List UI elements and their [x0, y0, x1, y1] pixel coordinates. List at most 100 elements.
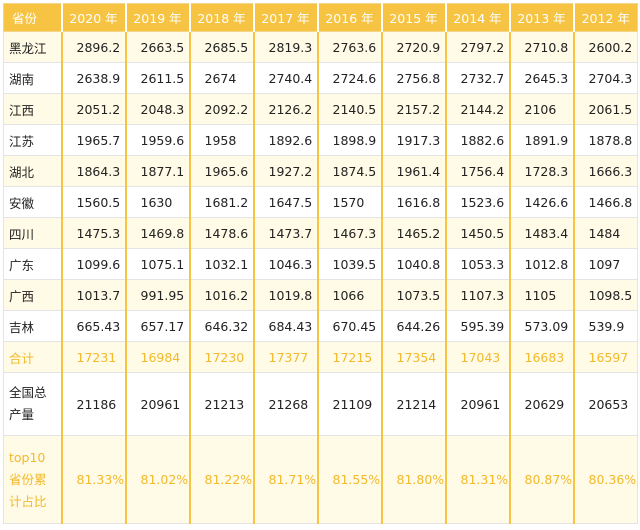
- value-cell: 595.39: [444, 310, 510, 342]
- value-cell: 1046.3: [252, 248, 318, 280]
- header-province: 省份: [3, 3, 62, 32]
- value-cell: 1965.7: [60, 124, 126, 156]
- province-cell: 广西: [3, 279, 62, 311]
- value-cell: 2061.5: [572, 93, 638, 125]
- value-cell: 2710.8: [508, 31, 574, 63]
- province-cell: 吉林: [3, 310, 62, 342]
- value-cell: 2663.5: [124, 31, 190, 63]
- value-cell: 1450.5: [444, 217, 510, 249]
- value-cell: 644.26: [380, 310, 446, 342]
- sum-label: 合计: [3, 341, 62, 373]
- value-cell: 646.32: [188, 310, 254, 342]
- share-label-line: top10: [9, 449, 46, 465]
- value-cell: 1465.2: [380, 217, 446, 249]
- value-cell: 2106: [508, 93, 574, 125]
- share-value: 80.87%: [508, 435, 574, 524]
- value-cell: 1483.4: [508, 217, 574, 249]
- value-cell: 1012.8: [508, 248, 574, 280]
- header-year: 2017 年: [252, 3, 318, 32]
- province-cell: 湖南: [3, 62, 62, 94]
- share-label-line: 省份累: [9, 471, 47, 487]
- value-cell: 1630: [124, 186, 190, 218]
- value-cell: 1466.8: [572, 186, 638, 218]
- share-label-line: 计占比: [9, 493, 47, 509]
- national-value: 21268: [252, 372, 318, 436]
- value-cell: 1075.1: [124, 248, 190, 280]
- sum-value: 17043: [444, 341, 510, 373]
- value-cell: 670.45: [316, 310, 382, 342]
- value-cell: 2144.2: [444, 93, 510, 125]
- value-cell: 2140.5: [316, 93, 382, 125]
- province-cell: 黑龙江: [3, 31, 62, 63]
- value-cell: 1959.6: [124, 124, 190, 156]
- national-value: 20961: [444, 372, 510, 436]
- sum-row: 合计 17231 16984 17230 17377 17215 17354 17043 166…: [3, 341, 638, 373]
- national-label: 全国总 产量: [3, 372, 62, 436]
- header-year: 2018 年: [188, 3, 254, 32]
- value-cell: 1927.2: [252, 155, 318, 187]
- value-cell: 2611.5: [124, 62, 190, 94]
- national-value: 20653: [572, 372, 638, 436]
- share-value: 81.31%: [444, 435, 510, 524]
- value-cell: 2645.3: [508, 62, 574, 94]
- value-cell: 2674: [188, 62, 254, 94]
- value-cell: 665.43: [60, 310, 126, 342]
- value-cell: 1426.6: [508, 186, 574, 218]
- value-cell: 1878.8: [572, 124, 638, 156]
- table-row: 江西 2051.2 2048.3 2092.2 2126.2 2140.5 2157.2 21…: [3, 93, 638, 125]
- value-cell: 1484: [572, 217, 638, 249]
- value-cell: 2720.9: [380, 31, 446, 63]
- table-row: 四川 1475.3 1469.8 1478.6 1473.7 1467.3 1465.2 14…: [3, 217, 638, 249]
- header-year: 2015 年: [380, 3, 446, 32]
- value-cell: 1066: [316, 279, 382, 311]
- value-cell: 1467.3: [316, 217, 382, 249]
- value-cell: 1681.2: [188, 186, 254, 218]
- value-cell: 2724.6: [316, 62, 382, 94]
- table-row: 安徽 1560.5 1630 1681.2 1647.5 1570 1616.8 1523.6…: [3, 186, 638, 218]
- province-cell: 安徽: [3, 186, 62, 218]
- value-cell: 1475.3: [60, 217, 126, 249]
- value-cell: 1864.3: [60, 155, 126, 187]
- national-label-line: 产量: [9, 407, 35, 422]
- value-cell: 1965.6: [188, 155, 254, 187]
- value-cell: 1097: [572, 248, 638, 280]
- value-cell: 684.43: [252, 310, 318, 342]
- value-cell: 2819.3: [252, 31, 318, 63]
- value-cell: 2763.6: [316, 31, 382, 63]
- sum-value: 16683: [508, 341, 574, 373]
- value-cell: 2704.3: [572, 62, 638, 94]
- sum-value: 16984: [124, 341, 190, 373]
- table-row: 湖南 2638.9 2611.5 2674 2740.4 2724.6 2756.8 2732…: [3, 62, 638, 94]
- table-row: 广西 1013.7 991.95 1016.2 1019.8 1066 1073.5 1107…: [3, 279, 638, 311]
- national-value: 20629: [508, 372, 574, 436]
- header-year: 2014 年: [444, 3, 510, 32]
- header-year: 2016 年: [316, 3, 382, 32]
- header-year: 2019 年: [124, 3, 190, 32]
- share-row: top10 省份累 计占比 81.33% 81.02% 81.22% 81.71% 81.55…: [3, 435, 638, 524]
- header-year: 2020 年: [60, 3, 126, 32]
- sum-value: 17377: [252, 341, 318, 373]
- share-value: 81.71%: [252, 435, 318, 524]
- value-cell: 1961.4: [380, 155, 446, 187]
- value-cell: 657.17: [124, 310, 190, 342]
- value-cell: 2126.2: [252, 93, 318, 125]
- value-cell: 1917.3: [380, 124, 446, 156]
- value-cell: 1098.5: [572, 279, 638, 311]
- header-year: 2013 年: [508, 3, 574, 32]
- national-value: 21186: [60, 372, 126, 436]
- value-cell: 2797.2: [444, 31, 510, 63]
- value-cell: 1647.5: [252, 186, 318, 218]
- share-value: 81.80%: [380, 435, 446, 524]
- value-cell: 2092.2: [188, 93, 254, 125]
- table-body: 黑龙江 2896.2 2663.5 2685.5 2819.3 2763.6 2720.9 2…: [3, 31, 638, 524]
- value-cell: 2600.2: [572, 31, 638, 63]
- province-cell: 四川: [3, 217, 62, 249]
- national-value: 21214: [380, 372, 446, 436]
- sum-value: 17215: [316, 341, 382, 373]
- value-cell: 1032.1: [188, 248, 254, 280]
- share-value: 80.36%: [572, 435, 638, 524]
- value-cell: 1107.3: [444, 279, 510, 311]
